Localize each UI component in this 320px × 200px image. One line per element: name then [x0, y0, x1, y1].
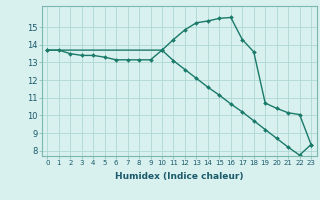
X-axis label: Humidex (Indice chaleur): Humidex (Indice chaleur) — [115, 172, 244, 181]
